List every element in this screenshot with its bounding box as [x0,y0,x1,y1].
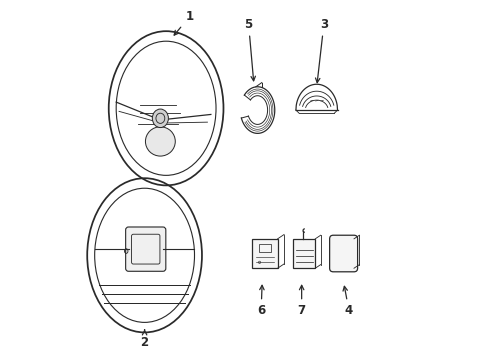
Text: 5: 5 [245,18,255,81]
Text: 1: 1 [174,10,194,35]
Text: 2: 2 [141,330,148,348]
Bar [259,244,270,252]
Text: 6: 6 [257,285,265,318]
FancyBboxPatch shape [252,239,278,268]
Text: 4: 4 [343,286,353,318]
Text: 7: 7 [297,285,306,318]
Ellipse shape [146,127,175,156]
FancyBboxPatch shape [293,239,315,268]
FancyBboxPatch shape [125,227,166,271]
Text: 3: 3 [316,18,328,82]
Ellipse shape [152,109,169,127]
FancyBboxPatch shape [330,235,358,272]
